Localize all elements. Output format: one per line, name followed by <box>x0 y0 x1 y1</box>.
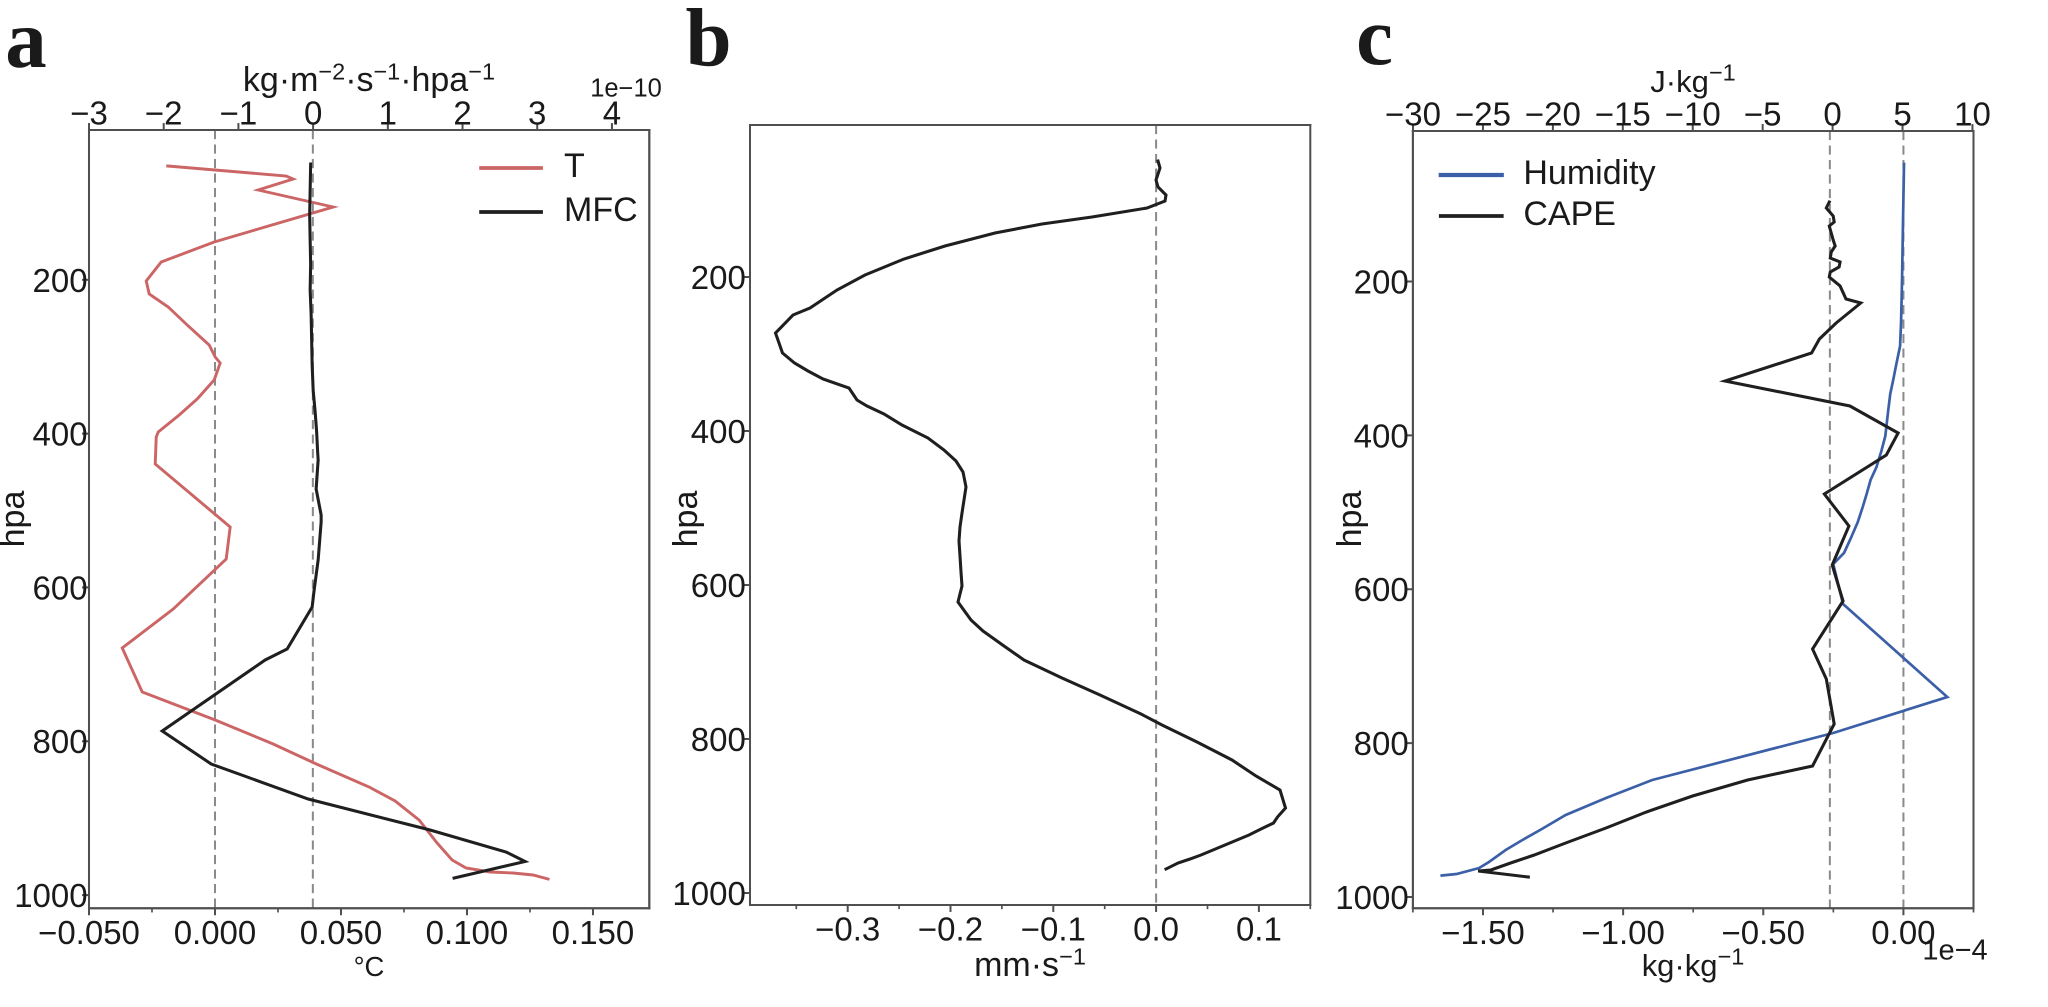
svg-text:0.00: 0.00 <box>1871 914 1935 951</box>
svg-text:1e−10: 1e−10 <box>590 75 662 103</box>
svg-text:kg·kg: kg·kg <box>1642 948 1718 983</box>
svg-text:−20: −20 <box>1525 96 1581 133</box>
svg-text:−5: −5 <box>1744 96 1782 133</box>
svg-text:1e−4: 1e−4 <box>1922 934 1987 966</box>
svg-text:1000: 1000 <box>14 877 87 914</box>
svg-text:200: 200 <box>33 262 88 299</box>
svg-text:400: 400 <box>33 416 88 453</box>
svg-text:0: 0 <box>1823 96 1841 133</box>
svg-text:1000: 1000 <box>1335 879 1408 916</box>
svg-text:600: 600 <box>33 569 88 606</box>
svg-text:400: 400 <box>691 413 746 450</box>
svg-text:800: 800 <box>691 721 746 758</box>
svg-text:MFC: MFC <box>564 191 638 229</box>
svg-text:200: 200 <box>691 259 746 296</box>
svg-text:−30: −30 <box>1385 96 1441 133</box>
svg-text:−0.50: −0.50 <box>1722 914 1806 951</box>
svg-text:hpa: hpa <box>667 491 705 548</box>
svg-text:−0.050: −0.050 <box>38 914 140 951</box>
svg-text:3: 3 <box>528 95 546 132</box>
svg-text:c: c <box>1356 0 1393 82</box>
svg-text:−1: −1 <box>1709 60 1736 86</box>
svg-text:−1: −1 <box>1059 944 1086 970</box>
svg-text:−3: −3 <box>70 95 108 132</box>
svg-text:200: 200 <box>1354 263 1409 300</box>
svg-text:mm·s: mm·s <box>974 946 1059 984</box>
svg-text:−15: −15 <box>1595 96 1651 133</box>
svg-text:−1: −1 <box>373 59 400 85</box>
svg-text:0.150: 0.150 <box>552 914 635 951</box>
svg-text:−10: −10 <box>1665 96 1721 133</box>
svg-text:10: 10 <box>1954 96 1991 133</box>
svg-text:J·kg: J·kg <box>1650 64 1709 99</box>
svg-text:1: 1 <box>379 95 397 132</box>
svg-text:kg·m: kg·m <box>243 61 319 99</box>
svg-text:a: a <box>5 0 47 85</box>
svg-text:600: 600 <box>691 567 746 604</box>
svg-text:−2: −2 <box>318 59 345 85</box>
svg-text:5: 5 <box>1893 96 1911 133</box>
svg-text:0.1: 0.1 <box>1236 911 1282 948</box>
svg-text:−1.00: −1.00 <box>1581 914 1665 951</box>
svg-text:−0.2: −0.2 <box>918 911 983 948</box>
svg-text:b: b <box>686 0 732 83</box>
svg-text:−1: −1 <box>220 95 258 132</box>
svg-text:0.000: 0.000 <box>174 914 257 951</box>
svg-text:2: 2 <box>453 95 471 132</box>
svg-text:·s: ·s <box>345 61 373 99</box>
svg-text:−0.3: −0.3 <box>815 911 880 948</box>
svg-text:−25: −25 <box>1455 96 1511 133</box>
svg-text:400: 400 <box>1354 417 1409 454</box>
svg-text:hpa: hpa <box>0 491 32 548</box>
svg-text:1000: 1000 <box>672 875 745 912</box>
svg-text:−1: −1 <box>1718 944 1745 970</box>
svg-text:800: 800 <box>33 723 88 760</box>
svg-text:−0.1: −0.1 <box>1021 911 1086 948</box>
svg-text:4: 4 <box>603 95 621 132</box>
svg-text:T: T <box>564 147 585 185</box>
svg-text:−1.50: −1.50 <box>1441 914 1525 951</box>
svg-text:hpa: hpa <box>1331 491 1369 548</box>
svg-text:800: 800 <box>1354 725 1409 762</box>
svg-text:CAPE: CAPE <box>1523 195 1616 233</box>
svg-text:600: 600 <box>1354 571 1409 608</box>
svg-text:0.100: 0.100 <box>426 914 509 951</box>
svg-text:−1: −1 <box>468 59 495 85</box>
svg-text:0.050: 0.050 <box>300 914 383 951</box>
svg-text:0: 0 <box>304 95 322 132</box>
svg-text:·hpa: ·hpa <box>400 61 468 99</box>
svg-text:Humidity: Humidity <box>1523 154 1655 192</box>
svg-text:°C: °C <box>354 951 385 982</box>
svg-text:0.0: 0.0 <box>1133 911 1179 948</box>
svg-text:−2: −2 <box>145 95 183 132</box>
